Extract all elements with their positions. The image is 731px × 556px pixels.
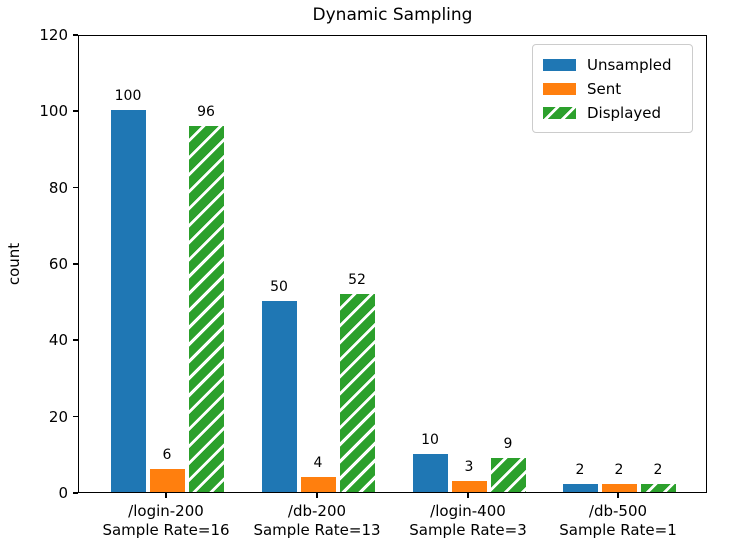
x-tick-mark	[467, 493, 469, 498]
bar-unsampled-2	[412, 453, 448, 492]
chart-title: Dynamic Sampling	[312, 5, 473, 25]
y-tick-mark	[73, 34, 78, 36]
y-tick-mark	[73, 263, 78, 265]
y-tick-label: 120	[39, 26, 68, 44]
bar-value-label: 9	[503, 435, 513, 452]
legend: Unsampled Sent Displayed	[532, 44, 693, 133]
x-tick-label-2: /login-400 Sample Rate=3	[409, 502, 527, 539]
displayed-color-swatch	[543, 107, 576, 119]
bar-value-label: 10	[421, 431, 439, 448]
y-tick-mark	[73, 415, 78, 418]
y-tick-label: 40	[48, 331, 68, 350]
bar-displayed-0	[188, 125, 224, 492]
y-tick-mark	[73, 492, 78, 494]
bar-value-label: 50	[270, 279, 288, 296]
bar-value-label: 2	[614, 462, 624, 479]
x-tick-label-3: /db-500 Sample Rate=1	[559, 502, 677, 539]
bar-value-label: 100	[114, 88, 142, 105]
legend-label-sent: Sent	[587, 80, 622, 98]
y-tick-label: 20	[48, 407, 68, 426]
x-tick-mark	[316, 493, 318, 498]
y-tick-label: 100	[39, 102, 68, 121]
x-tick-mark	[617, 493, 619, 498]
bar-value-label: 52	[348, 271, 366, 288]
legend-label-displayed: Displayed	[587, 104, 662, 122]
bar-value-label: 4	[313, 454, 323, 471]
legend-entry-sent: Sent	[543, 77, 682, 101]
bar-displayed-3	[640, 484, 676, 492]
sent-color-swatch	[543, 83, 576, 95]
y-tick-label: 80	[48, 178, 68, 197]
bar-unsampled-1	[261, 301, 297, 492]
x-tick-label-1: /db-200 Sample Rate=13	[253, 502, 381, 539]
bar-displayed-2	[490, 457, 526, 492]
plot-area: 100 50 10 2 6 4 3 2 96 52 9 2	[78, 35, 707, 493]
bar-sent-3	[601, 484, 637, 492]
bar-sent-0	[149, 469, 185, 492]
bar-sent-2	[451, 480, 487, 492]
y-tick-label: 0	[58, 484, 68, 502]
y-tick-mark	[73, 186, 78, 189]
y-tick-mark	[73, 339, 78, 341]
bar-displayed-1	[339, 293, 375, 492]
bar-sent-1	[300, 476, 336, 492]
bar-value-label: 2	[575, 462, 585, 479]
x-tick-label-0: /login-200 Sample Rate=16	[102, 502, 230, 539]
y-tick-mark	[73, 110, 78, 112]
bar-value-label: 96	[197, 103, 215, 120]
legend-label-unsampled: Unsampled	[587, 56, 672, 74]
x-tick-mark	[165, 493, 167, 498]
bar-unsampled-3	[562, 484, 598, 492]
unsampled-color-swatch	[543, 59, 576, 71]
bar-value-label: 3	[464, 458, 474, 475]
legend-entry-displayed: Displayed	[543, 101, 682, 125]
bar-value-label: 2	[653, 462, 663, 479]
y-tick-label: 60	[48, 255, 68, 273]
bar-value-label: 6	[162, 447, 172, 464]
legend-entry-unsampled: Unsampled	[543, 53, 682, 77]
bar-unsampled-0	[110, 110, 146, 492]
